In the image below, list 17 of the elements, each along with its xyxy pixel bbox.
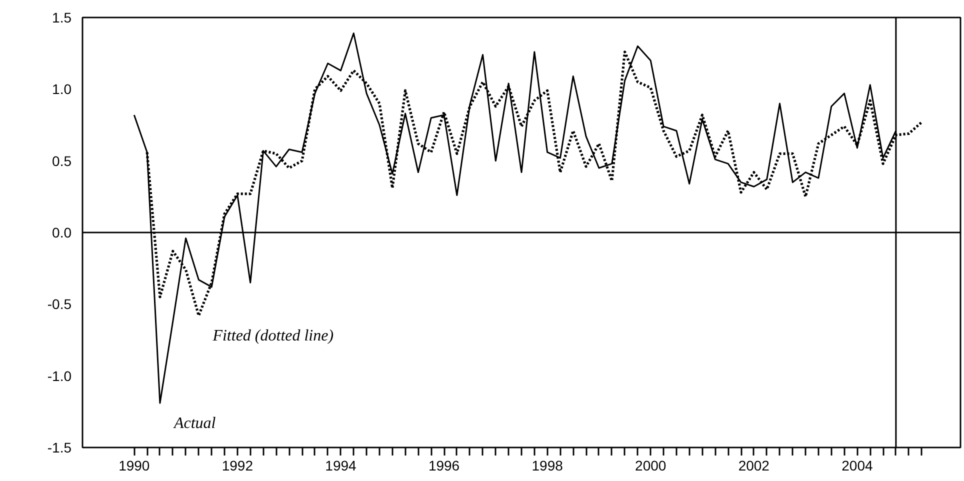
y-tick-label: -1.5	[47, 440, 72, 456]
series-label: Actual	[172, 415, 216, 432]
x-tick-label: 1996	[428, 458, 460, 474]
x-tick-label: 1990	[118, 458, 150, 474]
x-tick-label: 2004	[842, 458, 873, 474]
x-tick-label: 1994	[325, 458, 357, 474]
x-tick-label: 1992	[222, 458, 254, 474]
y-tick-label: 0.5	[52, 152, 72, 169]
y-tick-label: 1.0	[52, 81, 72, 98]
y-tick-label: -1.0	[47, 368, 72, 384]
series-label: Fitted (dotted line)	[212, 328, 334, 345]
x-tick-label: 1998	[532, 458, 564, 474]
y-tick-label: 0.0	[52, 224, 72, 240]
y-tick-label: -0.5	[47, 296, 72, 312]
x-tick-label: 2002	[738, 458, 770, 474]
y-tick-label: 1.5	[52, 10, 72, 26]
x-tick-label: 2000	[635, 458, 666, 474]
